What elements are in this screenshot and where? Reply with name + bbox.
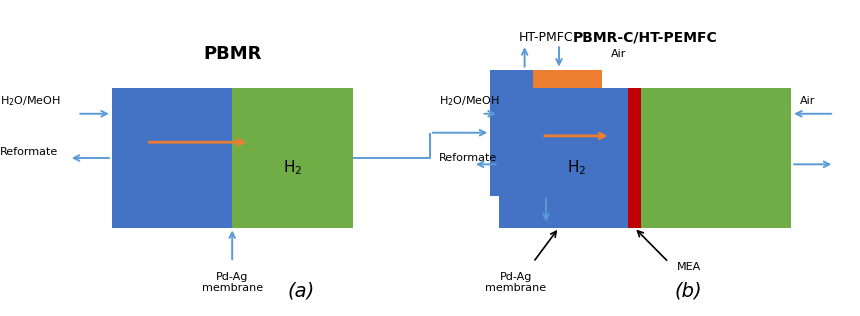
Text: Pd-Ag
membrane: Pd-Ag membrane (201, 272, 263, 293)
Text: H$_2$O/MeOH: H$_2$O/MeOH (439, 94, 500, 108)
Bar (490, 70, 533, 196)
Text: H$_2$: H$_2$ (567, 158, 586, 177)
Text: H$_2$O/MeOH: H$_2$O/MeOH (0, 94, 61, 108)
Text: Reformate: Reformate (0, 147, 58, 157)
Text: Air: Air (800, 96, 815, 106)
Bar (533, 70, 602, 196)
Bar (499, 88, 628, 228)
Text: HT-PMFC: HT-PMFC (519, 31, 574, 44)
Text: MEA: MEA (678, 262, 702, 272)
Text: (b): (b) (674, 281, 702, 300)
Text: (a): (a) (287, 281, 315, 300)
Text: Reformate: Reformate (439, 153, 497, 163)
Text: Pd-Ag
membrane: Pd-Ag membrane (485, 272, 547, 293)
Text: PBMR: PBMR (203, 45, 261, 63)
Text: Air: Air (611, 49, 626, 59)
Bar (232, 88, 353, 228)
Bar (628, 88, 641, 228)
Text: H$_2$: H$_2$ (283, 158, 302, 177)
Bar (112, 88, 232, 228)
Text: PBMR-C/HT-PEMFC: PBMR-C/HT-PEMFC (573, 30, 717, 44)
Bar (641, 88, 791, 228)
